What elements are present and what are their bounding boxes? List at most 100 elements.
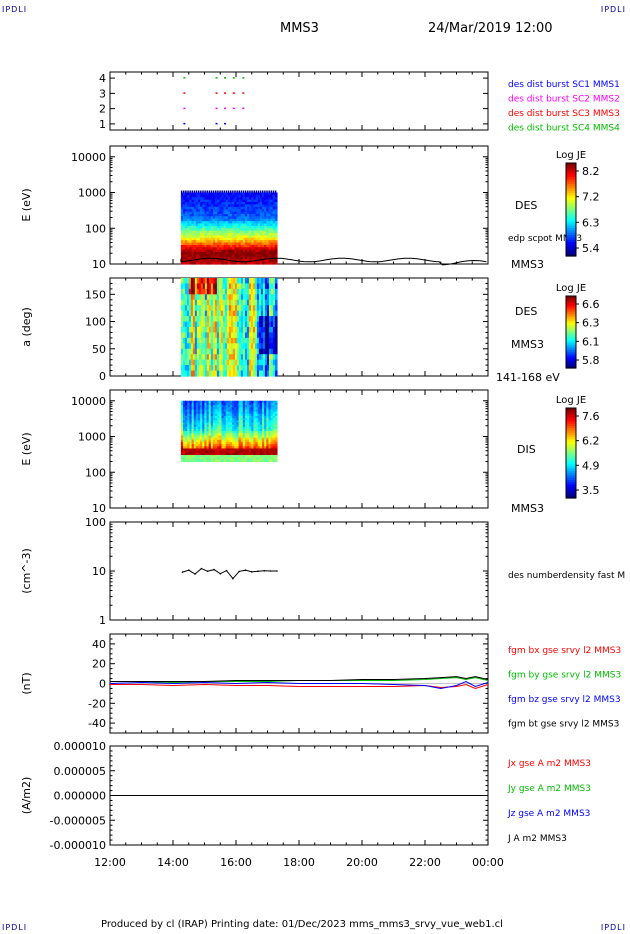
des-energy-panel-heat-cell bbox=[193, 204, 197, 208]
dis-energy-panel-heat-cell bbox=[262, 426, 265, 430]
dis-energy-panel-heat-cell bbox=[204, 446, 208, 450]
dis-energy-panel-heat-cell bbox=[249, 422, 252, 426]
dis-energy-panel-heat-cell bbox=[185, 418, 188, 421]
dis-energy-panel-heat-cell bbox=[191, 422, 195, 426]
des-energy-panel-heat-cell bbox=[253, 233, 257, 237]
des-pitch-panel-heat-cell bbox=[210, 294, 214, 301]
dis-energy-panel-heat-cell bbox=[257, 431, 261, 434]
dis-energy-panel-heat-cell bbox=[223, 426, 227, 430]
dis-energy-panel-heat-cell bbox=[180, 454, 184, 458]
des-energy-panel-heat-cell bbox=[191, 211, 195, 215]
des-energy-panel-heat-cell bbox=[197, 216, 201, 220]
dis-energy-panel-heat-cell bbox=[180, 437, 184, 441]
des-energy-panel-heat-cell bbox=[204, 206, 208, 210]
dis-energy-panel-heat-cell bbox=[219, 452, 223, 456]
des-energy-panel-heat-cell bbox=[240, 244, 244, 248]
dis-energy-panel-heat-cell bbox=[255, 411, 259, 415]
des-energy-panel-heat-cell bbox=[229, 206, 233, 210]
des-energy-panel-heat-cell bbox=[221, 228, 225, 232]
dis-energy-panel-heat-cell bbox=[255, 422, 259, 426]
dis-energy-panel-heat-cell bbox=[217, 457, 220, 460]
dis-energy-panel-heat-cell bbox=[221, 437, 225, 441]
plot-datetime: 24/Mar/2019 12:00 bbox=[428, 21, 553, 36]
des-energy-panel-heat-cell bbox=[270, 225, 274, 229]
des-pitch-panel-heat-cell bbox=[254, 332, 258, 339]
des-energy-panel-heat-cell bbox=[264, 223, 267, 227]
des-energy-panel-heat-cell bbox=[229, 247, 233, 251]
dis-energy-panel-heat-cell bbox=[238, 431, 242, 434]
des-energy-panel-heat-cell bbox=[195, 254, 199, 258]
des-energy-panel-heat-cell bbox=[238, 202, 242, 206]
des-energy-panel-heat-cell bbox=[197, 223, 201, 227]
des-pitch-panel-heat-cell bbox=[256, 288, 260, 295]
des-pitch-panel-heat-cell bbox=[216, 316, 220, 323]
dis-energy-panel-heat-cell bbox=[223, 446, 227, 450]
dis-energy-panel-heat-cell bbox=[270, 431, 274, 434]
density-panel-density-point bbox=[276, 570, 278, 572]
dis-energy-panel-heat-cell bbox=[212, 405, 216, 408]
dis-energy-panel-heat-cell bbox=[191, 435, 195, 439]
dis-energy-panel-heat-cell bbox=[251, 452, 255, 456]
des-pitch-panel-heat-cell bbox=[224, 305, 228, 312]
des-pitch-panel-frame bbox=[109, 277, 489, 377]
dis-energy-panel-heat-cell bbox=[253, 405, 257, 408]
des-energy-panel-heat-cell bbox=[183, 230, 186, 234]
des-pitch-panel-heat-cell bbox=[190, 365, 194, 372]
des-pitch-panel-heat-cell bbox=[220, 332, 224, 339]
dis-energy-panel-colorbar-segment bbox=[566, 455, 576, 459]
burst-panel-legend-entry: des dist burst SC3 MMS3 bbox=[508, 109, 620, 119]
des-energy-panel-heat-cell bbox=[183, 254, 186, 258]
dis-energy-panel-heat-cell bbox=[217, 448, 220, 452]
des-energy-panel-heat-cell bbox=[200, 192, 203, 196]
des-energy-panel-heat-cell bbox=[197, 259, 201, 263]
des-pitch-panel-colorbar-segment bbox=[566, 335, 576, 338]
des-energy-panel-heat-cell bbox=[204, 252, 208, 256]
dis-energy-panel-heat-cell bbox=[259, 418, 263, 421]
des-energy-panel-heat-cell bbox=[215, 223, 218, 227]
dis-energy-panel-heat-cell bbox=[219, 409, 223, 413]
des-energy-panel-heat-cell bbox=[262, 192, 265, 196]
des-energy-panel-colorbar-tick-label: 6.3 bbox=[582, 216, 600, 229]
dis-energy-panel-heat-cell bbox=[242, 402, 246, 406]
des-pitch-panel-heat-cell bbox=[274, 316, 278, 323]
des-energy-panel-heat-cell bbox=[240, 199, 244, 203]
dis-energy-panel-colorbar-segment bbox=[566, 448, 576, 452]
des-energy-panel-heat-edge bbox=[255, 190, 258, 193]
des-pitch-panel-heat-cell bbox=[206, 348, 210, 355]
des-pitch-panel-heat-cell bbox=[264, 359, 268, 366]
des-energy-panel-heat-cell bbox=[210, 194, 214, 198]
des-pitch-panel-heat-cell bbox=[254, 370, 258, 377]
dis-energy-panel-heat-cell bbox=[247, 424, 250, 428]
dis-energy-panel-heat-cell bbox=[193, 400, 197, 404]
dis-energy-panel-heat-cell bbox=[255, 402, 259, 406]
des-energy-panel-heat-cell bbox=[183, 261, 186, 265]
dis-energy-panel-heat-cell bbox=[257, 437, 261, 441]
des-pitch-panel-heat-cell bbox=[220, 316, 224, 323]
des-pitch-panel-heat-cell bbox=[260, 348, 264, 355]
des-pitch-panel-heat-cell bbox=[270, 354, 274, 361]
corner-label-bottom-left: IPDLI bbox=[2, 923, 28, 932]
dis-energy-panel-heat-cell bbox=[200, 441, 203, 445]
des-energy-panel-heat-cell bbox=[244, 259, 248, 263]
des-energy-panel-heat-cell bbox=[185, 254, 188, 258]
dis-energy-panel-heat-cell bbox=[183, 441, 186, 445]
des-pitch-panel-heat-cell bbox=[192, 337, 196, 344]
des-energy-panel-heat-edge bbox=[229, 190, 232, 193]
des-energy-panel-heat-cell bbox=[189, 242, 193, 246]
dis-energy-panel-heat-cell bbox=[212, 431, 216, 434]
des-energy-panel-heat-cell bbox=[266, 240, 270, 244]
des-energy-panel-heat-cell bbox=[249, 235, 252, 239]
des-energy-panel-heat-cell bbox=[272, 252, 276, 256]
dis-energy-panel-heat-cell bbox=[247, 402, 250, 406]
dis-energy-panel-colorbar-segment bbox=[566, 419, 576, 423]
des-energy-panel-heat-cell bbox=[234, 242, 237, 246]
des-energy-panel-heat-cell bbox=[232, 235, 235, 239]
dis-energy-panel-heat-cell bbox=[221, 413, 225, 417]
des-pitch-panel-heat-cell bbox=[234, 354, 238, 361]
des-energy-panel-heat-cell bbox=[236, 254, 240, 258]
dis-energy-panel-heat-cell bbox=[257, 450, 261, 454]
dis-energy-panel-heat-cell bbox=[195, 420, 199, 424]
dis-energy-panel-heat-cell bbox=[234, 448, 237, 452]
des-energy-panel-heat-cell bbox=[219, 197, 223, 201]
dis-energy-panel-heat-cell bbox=[270, 439, 274, 443]
